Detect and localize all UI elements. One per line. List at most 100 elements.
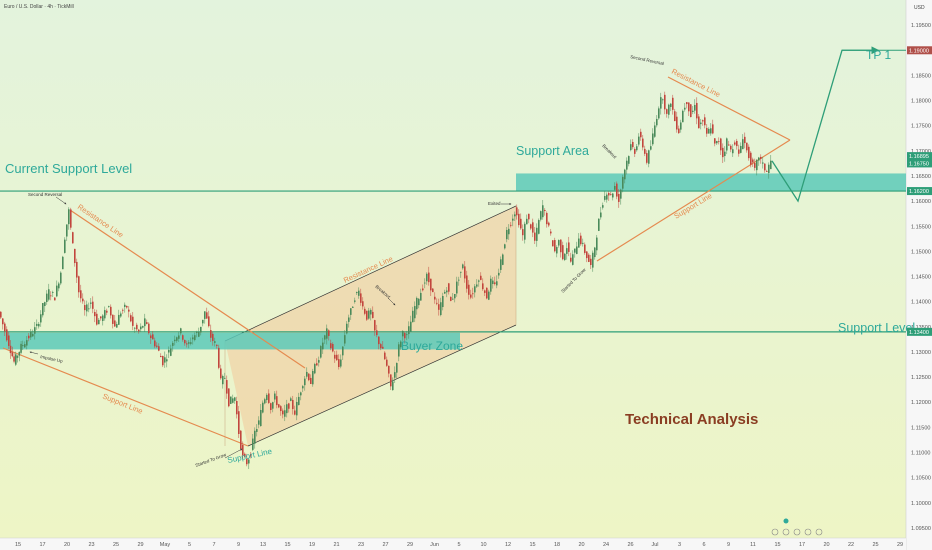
candle-body — [576, 246, 578, 254]
candle-body — [592, 252, 594, 268]
candle-body — [368, 310, 370, 319]
candle-body — [602, 205, 604, 208]
candle-body — [126, 305, 128, 308]
candle-body — [11, 352, 14, 357]
candle-body — [468, 284, 470, 295]
buyer-zone-label: Buyer Zone — [401, 339, 463, 353]
candle-body — [158, 346, 160, 351]
candle-body — [92, 301, 94, 309]
y-tick-label: 1.18500 — [911, 73, 931, 79]
candle-body — [254, 430, 256, 444]
x-tick-label: 21 — [333, 542, 339, 548]
candle-body — [46, 293, 48, 303]
y-tick-label: 1.17000 — [911, 149, 931, 155]
candle-body — [134, 327, 136, 329]
candle-body — [376, 330, 378, 336]
candle-body — [664, 94, 666, 110]
candle-body — [280, 406, 282, 412]
candle-body — [278, 404, 280, 408]
chart-settings-icon[interactable] — [815, 528, 823, 536]
candle-body — [346, 323, 348, 334]
candle-body — [732, 149, 734, 154]
candle-body — [428, 272, 430, 283]
current-high-price-tag-bg — [907, 152, 932, 161]
candle-body — [480, 275, 482, 280]
candle-body — [586, 251, 588, 259]
candle-body — [582, 242, 584, 244]
y-tick-label: 1.09500 — [911, 526, 931, 532]
replay-icon[interactable] — [793, 528, 801, 536]
support-level-price-tag-bg — [907, 327, 932, 336]
candle-body — [528, 213, 530, 220]
candle-body — [630, 144, 632, 151]
bottom-toolbar — [771, 518, 823, 536]
candle-body — [172, 342, 174, 346]
x-tick-label: 19 — [309, 542, 315, 548]
candle-body — [690, 104, 692, 118]
candle-body — [410, 321, 412, 332]
candle-body — [662, 99, 664, 101]
candle-body — [82, 298, 84, 302]
currency-label: USD — [914, 5, 925, 11]
candle-body — [180, 328, 182, 334]
candle-body — [644, 148, 646, 154]
candle-body — [394, 372, 396, 378]
candle-body — [296, 401, 298, 416]
candle-body — [514, 214, 516, 217]
tp1-label: TP 1 — [866, 48, 891, 62]
x-tick-label: 9 — [237, 542, 240, 548]
settings-icon[interactable] — [771, 528, 779, 536]
candle-body — [408, 326, 410, 335]
candle-body — [248, 459, 250, 464]
x-tick-label: 15 — [15, 542, 21, 548]
y-tick-label: 1.16500 — [911, 174, 931, 180]
candle-body — [292, 399, 294, 410]
candle-body — [722, 147, 724, 158]
tp-price-tag-bg — [907, 46, 932, 55]
y-tick-label: 1.15500 — [911, 224, 931, 230]
candle-body — [438, 304, 440, 310]
second-reversal-label-left: Second Reversal — [28, 192, 62, 197]
candle-body — [32, 333, 34, 337]
candle-body — [760, 156, 762, 160]
candle-body — [676, 116, 678, 130]
alert-icon[interactable] — [804, 528, 812, 536]
candle-body — [298, 396, 300, 405]
candle-body — [568, 242, 570, 252]
candle-body — [612, 193, 614, 198]
candle-body — [260, 409, 262, 427]
candle-body — [262, 402, 264, 413]
candle-body — [244, 453, 246, 457]
candle-body — [702, 120, 704, 122]
candle-body — [552, 240, 554, 247]
x-tick-label: 20 — [823, 542, 829, 548]
candle-body — [432, 288, 434, 293]
candle-body — [166, 359, 168, 362]
calendar-icon[interactable] — [782, 528, 790, 536]
candle-body — [590, 258, 592, 265]
candle-body — [404, 333, 406, 339]
candle-body — [314, 364, 316, 374]
candle-body — [654, 125, 656, 137]
candle-body — [214, 341, 216, 343]
y-tick-label: 1.10500 — [911, 476, 931, 482]
candle-body — [440, 302, 442, 316]
candle-body — [30, 331, 32, 338]
y-tick-label: 1.16000 — [911, 199, 931, 205]
candle-body — [9, 345, 12, 354]
candle-body — [98, 319, 100, 325]
candle-body — [556, 247, 558, 254]
y-tick-label: 1.10000 — [911, 501, 931, 507]
candle-body — [48, 289, 50, 300]
candle-body — [526, 218, 528, 225]
x-tick-label: Jun — [430, 542, 439, 548]
candle-body — [60, 272, 62, 284]
candle-body — [70, 209, 72, 228]
candle-body — [240, 430, 242, 449]
candle-body — [228, 388, 230, 407]
candle-body — [466, 275, 468, 289]
candle-body — [750, 152, 752, 165]
candle-body — [740, 145, 742, 153]
